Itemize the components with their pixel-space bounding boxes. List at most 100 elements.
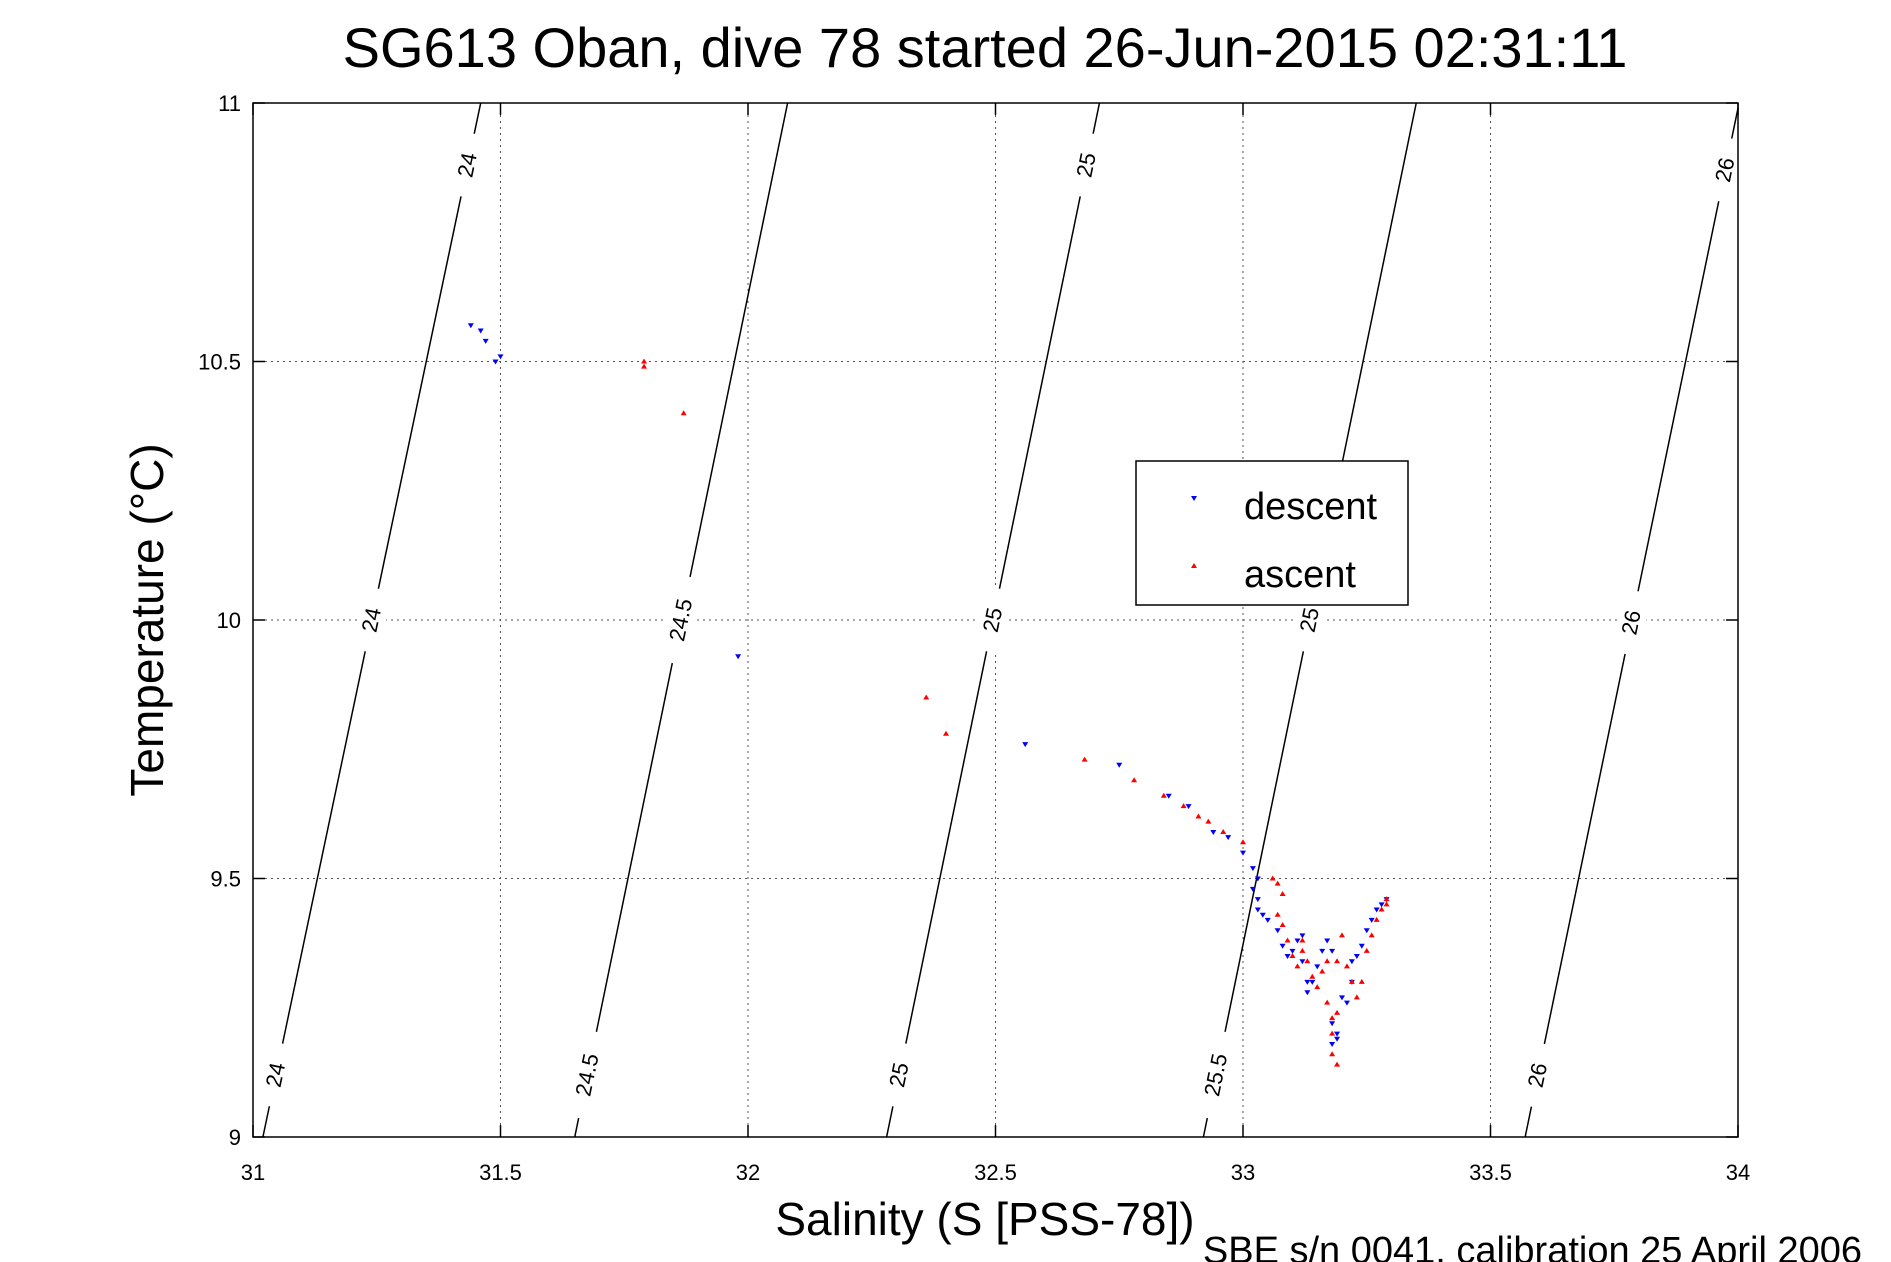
- descent-point: [1329, 1041, 1336, 1047]
- ascent-point: [1299, 937, 1306, 943]
- descent-point: [1116, 762, 1123, 768]
- legend: descent ascent: [1135, 460, 1409, 606]
- ascent-point: [1373, 916, 1380, 922]
- descent-point: [1249, 866, 1256, 872]
- contour-label: 24: [357, 605, 387, 634]
- descent-point: [467, 323, 474, 329]
- ascent-point: [923, 694, 930, 700]
- descent-point: [1225, 835, 1232, 841]
- y-tick-label: 10.5: [198, 350, 241, 375]
- ascent-point: [1334, 1009, 1341, 1015]
- ascent-point: [1378, 906, 1385, 912]
- descent-point: [1378, 902, 1385, 908]
- descent-point: [1299, 959, 1306, 965]
- x-tick-label: 32.5: [974, 1160, 1017, 1185]
- descent-point: [492, 359, 499, 365]
- descent-point: [1254, 876, 1261, 882]
- descent-point: [1249, 886, 1256, 892]
- descent-point: [1339, 995, 1345, 1001]
- descent-point: [1274, 928, 1281, 934]
- chart-title: SG613 Oban, dive 78 started 26-Jun-2015 …: [343, 16, 1628, 79]
- contour-label: 26: [1523, 1061, 1552, 1090]
- ascent-point: [1329, 1030, 1336, 1036]
- contour-label: 24: [452, 150, 482, 179]
- y-axis-label: Temperature (°C): [121, 443, 173, 796]
- descent-point: [1210, 829, 1217, 835]
- contour-label-gap: [972, 585, 1014, 655]
- descent-point: [1343, 1000, 1350, 1006]
- ascent-point: [1319, 968, 1326, 974]
- contour-label-gap: [1066, 130, 1107, 200]
- descent-point: [1348, 959, 1355, 965]
- descent-point: [1358, 943, 1365, 949]
- descent-point: [1279, 943, 1286, 949]
- contour-label: 26: [1616, 608, 1645, 637]
- ascent-point: [1240, 839, 1246, 845]
- descent-point: [1334, 1031, 1341, 1037]
- contour-label-gap: [255, 1040, 297, 1110]
- axis-ticks: 31 31.5 32 32.5 33 33.5 34 9 9.5 10 10.5 11: [198, 91, 1750, 1185]
- ascent-point: [1131, 777, 1138, 783]
- descent-point: [1259, 912, 1266, 918]
- ascent-point: [1279, 922, 1286, 928]
- x-tick-label: 31: [241, 1160, 265, 1185]
- contour-label: 24: [261, 1060, 291, 1089]
- ascent-point: [1324, 958, 1331, 964]
- x-tick-label: 32: [736, 1160, 760, 1185]
- descent-point: [482, 338, 489, 344]
- data-points: [467, 323, 1390, 1067]
- ascent-point: [1343, 963, 1350, 969]
- ascent-point: [1205, 818, 1212, 824]
- ascent-point: [943, 730, 949, 736]
- ascent-point: [1180, 803, 1187, 809]
- descent-point: [1254, 897, 1261, 903]
- descent-point: [1324, 938, 1331, 944]
- descent-point: [1022, 742, 1029, 748]
- descent-point: [1299, 933, 1306, 939]
- descent-point: [1264, 917, 1271, 923]
- contour-label-gap: [351, 585, 393, 655]
- descent-point: [1334, 1036, 1341, 1042]
- descent-point: [1289, 948, 1296, 954]
- descent-point: [1284, 954, 1291, 960]
- x-tick-label: 33.5: [1469, 1160, 1512, 1185]
- x-tick-label: 33: [1231, 1160, 1255, 1185]
- contour-label: 26: [1710, 155, 1739, 184]
- descent-point: [1353, 954, 1360, 960]
- contour-label: 25: [1295, 605, 1324, 634]
- ascent-point: [1220, 828, 1227, 834]
- ascent-point: [1299, 947, 1306, 953]
- ascent-point: [1269, 875, 1276, 881]
- descent-point: [735, 654, 742, 660]
- contour-label-gap: [879, 1040, 920, 1110]
- calibration-footnote: SBE s/n 0041, calibration 25 April 2006: [1203, 1230, 1862, 1262]
- ascent-point: [641, 363, 648, 369]
- ascent-point: [1314, 984, 1321, 990]
- ascent-point: [1160, 792, 1167, 798]
- descent-point: [1329, 948, 1336, 954]
- ascent-point: [1195, 813, 1202, 819]
- ascent-point: [1348, 978, 1355, 984]
- ascent-point: [1274, 880, 1281, 886]
- contour-label: 25: [1071, 150, 1100, 179]
- ascent-point: [1339, 932, 1345, 938]
- contour-label-gap: [1517, 1041, 1559, 1110]
- ascent-point: [1309, 973, 1316, 979]
- ascent-point: [641, 358, 648, 364]
- y-tick-label: 11: [218, 91, 241, 116]
- legend-descent-marker: [1191, 496, 1197, 501]
- ascent-point: [1324, 999, 1331, 1005]
- ascent-point: [1304, 958, 1311, 964]
- descent-point: [1185, 804, 1192, 810]
- ascent-point: [1081, 756, 1088, 762]
- descent-point: [1314, 964, 1321, 970]
- ascent-point: [1279, 891, 1286, 897]
- y-tick-label: 9: [229, 1125, 241, 1150]
- descent-point: [1294, 938, 1301, 944]
- contour-label-gap: [564, 1029, 611, 1121]
- ascent-point: [1358, 978, 1365, 984]
- ascent-point: [680, 410, 687, 416]
